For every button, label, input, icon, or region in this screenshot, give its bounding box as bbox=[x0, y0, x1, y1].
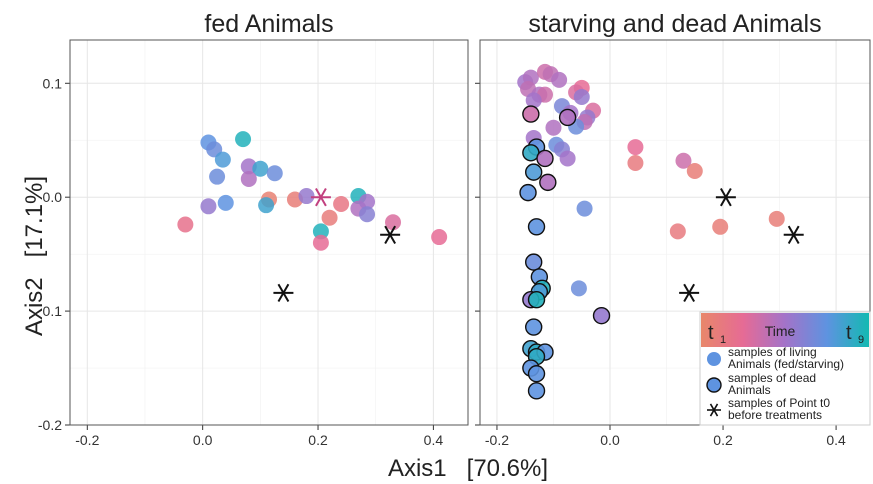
legend-label-line2: Animals (fed/starving) bbox=[728, 357, 844, 371]
data-point-dead bbox=[519, 183, 537, 202]
data-point-living bbox=[576, 200, 593, 217]
x-tick-label: 0.4 bbox=[424, 432, 444, 448]
data-point-dead bbox=[527, 218, 546, 236]
data-point-dead bbox=[527, 365, 546, 383]
x-tick-label: 0.0 bbox=[600, 432, 620, 448]
legend-label-line1: samples of living bbox=[728, 345, 817, 359]
data-point-living bbox=[551, 71, 568, 88]
data-point-baseline bbox=[380, 225, 401, 244]
colorbar-end-sub: 9 bbox=[858, 334, 864, 346]
data-point-living bbox=[298, 188, 315, 205]
x-axis-title: Axis1 [70.6%] bbox=[388, 455, 548, 482]
legend-label-line2: Animals bbox=[728, 383, 771, 397]
data-point-living bbox=[768, 210, 785, 227]
data-point-living bbox=[217, 194, 234, 211]
data-point-dead bbox=[524, 253, 543, 271]
y-axis-title: Axis2 [17.1%] bbox=[21, 176, 48, 336]
data-point-baseline bbox=[273, 283, 294, 303]
data-point-baseline bbox=[715, 188, 736, 207]
panel-background bbox=[70, 40, 468, 425]
data-point-dead bbox=[536, 149, 554, 168]
data-point-living bbox=[200, 198, 217, 215]
data-point-living bbox=[359, 193, 376, 210]
data-point-living bbox=[266, 165, 283, 182]
data-point-living bbox=[235, 131, 252, 148]
data-points bbox=[177, 131, 448, 303]
data-point-living bbox=[214, 151, 231, 168]
data-point-living bbox=[240, 170, 257, 187]
legend-marker-dead bbox=[706, 377, 722, 393]
data-point-baseline bbox=[679, 283, 700, 303]
data-point-living bbox=[258, 197, 275, 214]
data-point-living bbox=[570, 280, 587, 297]
data-point-living bbox=[312, 223, 329, 240]
data-point-living bbox=[525, 92, 542, 109]
legend-label-line1: samples of dead bbox=[728, 371, 816, 385]
data-point-living bbox=[177, 216, 194, 233]
panel-0: fed Animals -0.2 0.0 0.2 0.4 0.1 0.0 0.1 -0.2 bbox=[38, 10, 469, 448]
data-point-dead bbox=[524, 318, 543, 336]
colorbar-start-sub: 1 bbox=[720, 334, 726, 346]
data-point-living bbox=[669, 223, 686, 240]
colorbar-start-label: t bbox=[708, 322, 714, 344]
x-tick-label: 0.4 bbox=[826, 432, 846, 448]
data-point-living bbox=[209, 168, 226, 185]
y-tick-label: 0.1 bbox=[43, 75, 63, 91]
colorbar-title: Time bbox=[765, 323, 796, 339]
data-point-baseline bbox=[310, 188, 331, 207]
data-point-dead bbox=[558, 108, 577, 127]
data-point-living bbox=[559, 150, 576, 167]
legend-label-line2: before treatments bbox=[728, 408, 822, 422]
data-point-dead bbox=[527, 291, 546, 309]
data-point-dead bbox=[539, 173, 557, 192]
panel-border bbox=[69, 39, 469, 426]
data-point-living bbox=[686, 162, 703, 179]
panel-title: fed Animals bbox=[204, 10, 333, 38]
x-tick-label: 0.2 bbox=[308, 432, 328, 448]
x-tick-label: -0.2 bbox=[75, 432, 99, 448]
legend-label-line1: samples of Point t0 bbox=[728, 396, 830, 410]
data-point-living bbox=[252, 160, 269, 177]
x-tick-label: 0.0 bbox=[193, 432, 213, 448]
data-point-living bbox=[675, 152, 692, 169]
legend-marker-living bbox=[707, 352, 721, 366]
x-tick-label: -0.2 bbox=[485, 432, 509, 448]
legend-marker-star bbox=[707, 403, 721, 417]
data-point-living bbox=[312, 234, 329, 251]
data-point-dead bbox=[527, 382, 546, 400]
data-point-living bbox=[321, 209, 338, 226]
data-point-living bbox=[431, 229, 448, 246]
data-point-living bbox=[573, 88, 590, 105]
data-point-baseline bbox=[783, 225, 804, 244]
panel-border bbox=[479, 39, 871, 426]
time-colorbar bbox=[701, 313, 869, 347]
data-point-living bbox=[359, 206, 376, 223]
data-point-living bbox=[385, 214, 402, 231]
data-point-living bbox=[712, 218, 729, 235]
data-point-living bbox=[333, 196, 350, 213]
panels-layer: fed Animals -0.2 0.0 0.2 0.4 0.1 0.0 0.1 -0.2 sta… bbox=[38, 10, 871, 448]
y-tick-label: 0.0 bbox=[43, 189, 63, 205]
colorbar-end-label: t bbox=[846, 322, 852, 344]
data-point-dead bbox=[522, 105, 540, 123]
panel-title: starving and dead Animals bbox=[528, 10, 821, 38]
x-tick-label: 0.2 bbox=[713, 432, 733, 448]
data-points bbox=[517, 63, 804, 400]
y-tick-label: -0.2 bbox=[38, 417, 62, 433]
data-point-living bbox=[545, 119, 562, 136]
data-point-living bbox=[627, 139, 644, 156]
y-tick-label: 0.1 bbox=[43, 303, 63, 319]
data-point-dead bbox=[524, 163, 543, 181]
data-point-living bbox=[627, 155, 644, 172]
data-point-dead bbox=[592, 306, 611, 325]
